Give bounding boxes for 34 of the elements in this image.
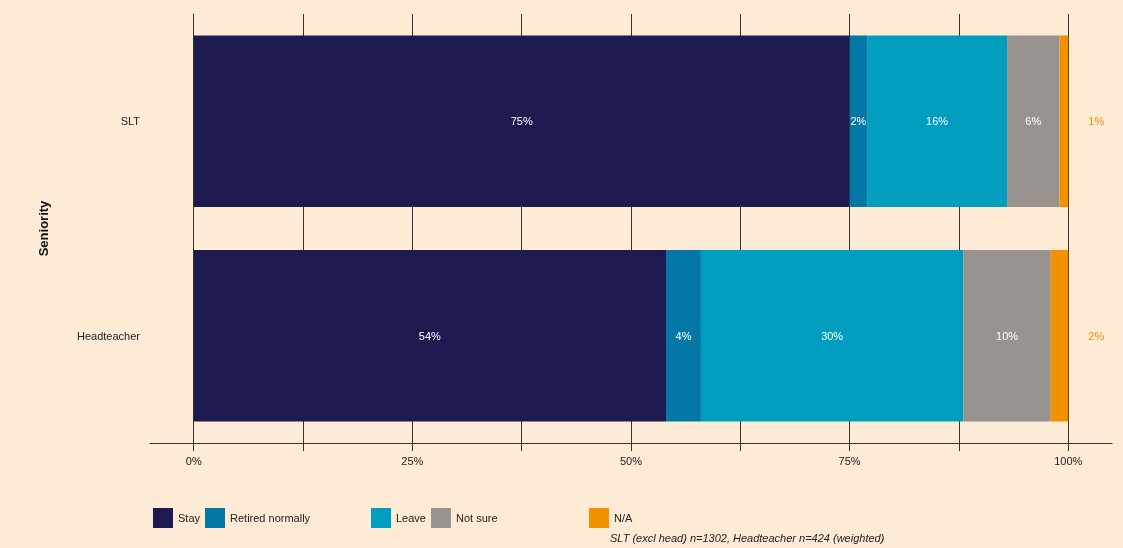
- x-tick-label: 50%: [619, 454, 643, 467]
- legend-label: Retired normally: [230, 512, 311, 524]
- data-label: 30%: [821, 329, 844, 342]
- bar: [867, 35, 1008, 208]
- x-tick-label: 75%: [838, 454, 861, 467]
- legend-label: N/A: [614, 512, 633, 524]
- legend-label: Stay: [178, 512, 201, 524]
- legend-label: Leave: [396, 512, 426, 524]
- bar: [665, 249, 701, 422]
- data-label: 54%: [418, 329, 442, 342]
- data-label: 2%: [1088, 329, 1105, 342]
- data-label: 1%: [1088, 115, 1105, 128]
- bar: [1007, 35, 1060, 208]
- x-tick-label: 100%: [1054, 454, 1083, 467]
- data-label: 75%: [510, 115, 533, 128]
- y-axis-title: Seniority: [36, 199, 51, 257]
- legend-label: Not sure: [455, 512, 498, 524]
- text: SLT (excl head) n=1302, Headteacher n=424 (weighted): [610, 531, 885, 544]
- y-tick-label: SLT: [120, 115, 141, 128]
- x-tick-label: 0%: [185, 454, 202, 467]
- bar: [193, 249, 666, 422]
- data-label: 6%: [1025, 115, 1042, 128]
- bar: [849, 35, 868, 208]
- bar: [963, 249, 1051, 422]
- x-tick-label: 25%: [401, 454, 424, 467]
- data-label: 2%: [850, 115, 867, 128]
- bar: [700, 249, 964, 422]
- bar: [193, 35, 850, 208]
- bar: [1050, 249, 1069, 422]
- data-label: 4%: [675, 329, 692, 342]
- data-label: 10%: [996, 329, 1019, 342]
- y-tick-label: Headteacher: [77, 329, 141, 342]
- bar: [1059, 35, 1069, 208]
- data-label: 16%: [926, 115, 949, 128]
